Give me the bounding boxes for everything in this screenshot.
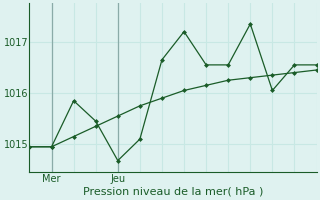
X-axis label: Pression niveau de la mer( hPa ): Pression niveau de la mer( hPa ) — [83, 187, 263, 197]
